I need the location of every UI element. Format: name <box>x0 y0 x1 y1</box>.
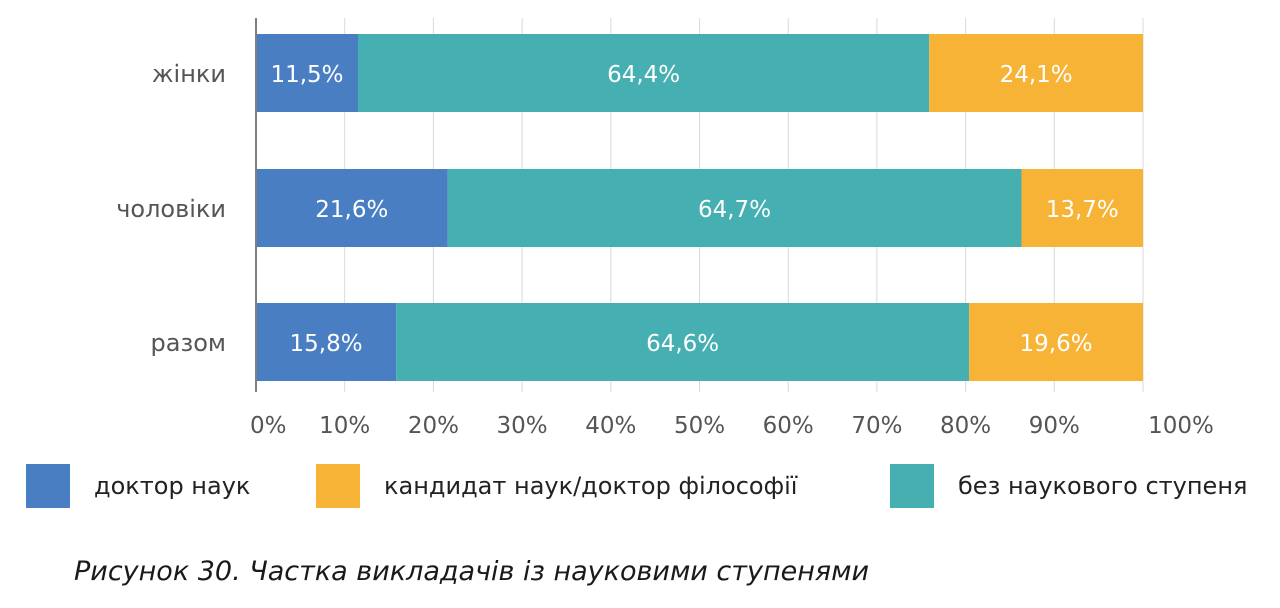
bar-segment <box>256 303 397 381</box>
x-tick-label: 100% <box>1148 413 1214 439</box>
legend-label-candidate: кандидат наук/доктор філософії <box>384 472 798 500</box>
x-tick-label: 60% <box>763 413 814 439</box>
x-tick-label: 70% <box>851 413 902 439</box>
x-tick-label: 80% <box>940 413 991 439</box>
x-tick-label: 10% <box>319 413 370 439</box>
data-label: 64,4% <box>607 62 680 88</box>
figure-caption: Рисунок 30. Частка викладачів із наукови… <box>74 556 870 587</box>
category-label: чоловіки <box>116 195 226 223</box>
x-tick-label: 20% <box>408 413 459 439</box>
bar-segment <box>256 34 359 112</box>
data-label: 64,6% <box>646 331 719 357</box>
bar-segment <box>1021 169 1143 247</box>
bar-segment <box>929 34 1143 112</box>
bar-segment <box>256 169 448 247</box>
category-label: жінки <box>152 60 226 88</box>
chart-legend: доктор наук кандидат наук/доктор філософ… <box>0 462 1280 512</box>
data-label: 19,6% <box>1020 331 1093 357</box>
legend-swatch-no-degree <box>890 464 934 508</box>
bar-segment <box>447 169 1022 247</box>
x-tick-label: 0% <box>250 413 287 439</box>
data-label: 13,7% <box>1046 197 1119 223</box>
data-label: 64,7% <box>698 197 771 223</box>
x-tick-label: 90% <box>1029 413 1080 439</box>
bar-segment <box>358 34 930 112</box>
legend-label-no-degree: без наукового ступеня <box>958 472 1248 500</box>
legend-label-doctor: доктор наук <box>94 472 251 500</box>
data-label: 24,1% <box>1000 62 1073 88</box>
bar-segment <box>969 303 1143 381</box>
legend-swatch-doctor <box>26 464 70 508</box>
bar-segment <box>396 303 970 381</box>
data-label: 21,6% <box>315 197 388 223</box>
stacked-bar-chart: 11,5% 64,4% 24,1% жінки 21,6% 64,7% 13,7% чолов… <box>116 18 1214 439</box>
category-label: разом <box>151 329 227 357</box>
legend-swatch-candidate <box>316 464 360 508</box>
data-label: 11,5% <box>270 62 343 88</box>
x-tick-label: 50% <box>674 413 725 439</box>
x-tick-label: 40% <box>585 413 636 439</box>
x-tick-label: 30% <box>497 413 548 439</box>
data-label: 15,8% <box>290 331 363 357</box>
